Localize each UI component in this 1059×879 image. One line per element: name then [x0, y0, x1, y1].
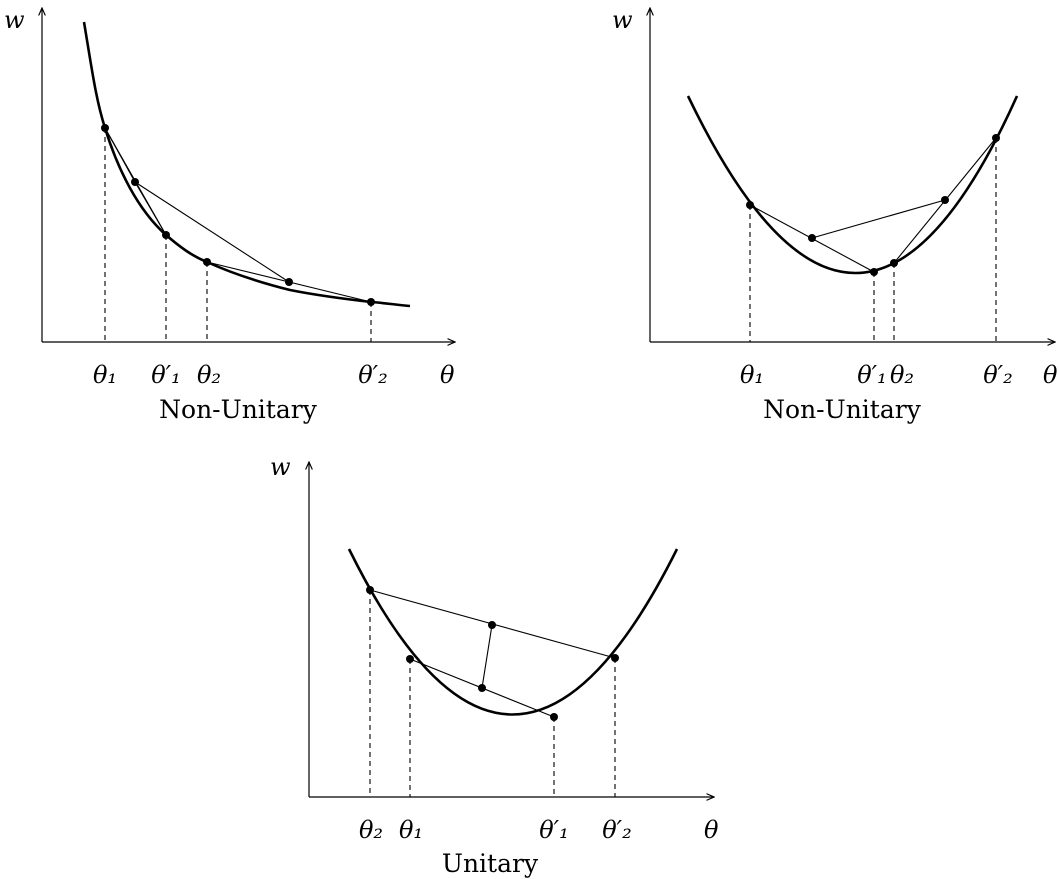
tick-label: θ′₁: [151, 361, 181, 389]
curve-point: [611, 654, 619, 662]
curve-point: [870, 268, 878, 276]
curve-point: [406, 655, 414, 663]
tick-label: θ′₁: [857, 361, 887, 389]
curve-point: [890, 259, 898, 267]
tick-label: θ′₂: [358, 361, 388, 389]
mixture-point: [131, 178, 139, 186]
cost-curve: [347, 548, 679, 716]
panel-caption: Unitary: [442, 849, 539, 878]
mixture-point: [941, 196, 949, 204]
curve-point: [366, 586, 374, 594]
chord: [134, 181, 167, 236]
y-axis-label: w: [270, 453, 291, 481]
y-axis-label: w: [612, 6, 633, 34]
panel-bottom: w θ θ₂ θ₁ θ′₁ θ′₂ Unitary: [270, 453, 719, 878]
mixture-point: [488, 621, 496, 629]
tick-label: θ′₂: [983, 361, 1013, 389]
curve-point: [203, 258, 211, 266]
y-axis-label: w: [4, 6, 25, 34]
mixture-point: [808, 234, 816, 242]
tick-label: θ′₁: [539, 816, 569, 844]
tick-label: θ₁: [740, 361, 764, 389]
curve-point: [101, 124, 109, 132]
curve-point: [367, 298, 375, 306]
x-axis-label: θ: [704, 816, 719, 844]
panel-top-left: w θ θ₁ θ′₁ θ₂ θ′₂ Non-Unitary: [4, 6, 455, 424]
panel-caption: Non-Unitary: [763, 395, 922, 424]
mixture-point: [285, 278, 293, 286]
x-axis-label: θ: [1043, 361, 1058, 389]
tick-label: θ₁: [399, 816, 423, 844]
tick-label: θ₂: [197, 361, 221, 389]
chord: [134, 181, 290, 283]
curve-point: [746, 201, 754, 209]
cost-curve: [686, 95, 1019, 275]
tick-label: θ₂: [359, 816, 383, 844]
x-axis-label: θ: [440, 361, 455, 389]
mixture-point: [478, 684, 486, 692]
tick-label: θ₂: [890, 361, 914, 389]
tick-label: θ′₂: [602, 816, 632, 844]
tick-label: θ₁: [93, 361, 117, 389]
chord: [104, 127, 136, 183]
curve-point: [550, 713, 558, 721]
curve-point: [992, 134, 1000, 142]
chord: [481, 624, 493, 689]
cost-curve: [82, 21, 411, 308]
chord: [811, 199, 946, 239]
panel-caption: Non-Unitary: [159, 395, 318, 424]
panel-top-right: w θ θ₁ θ′₁ θ₂ θ′₂ Non-Unitary: [612, 6, 1058, 424]
curve-point: [162, 231, 170, 239]
